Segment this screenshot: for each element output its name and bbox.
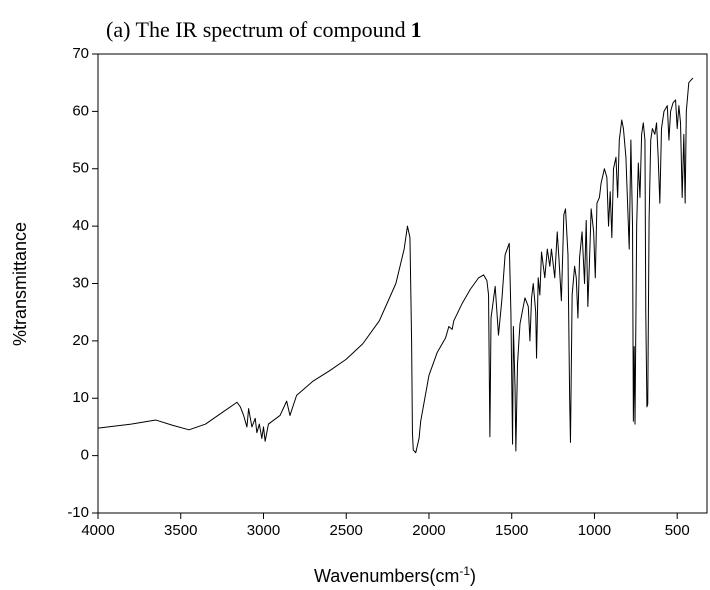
x-label-end: ) xyxy=(470,566,476,586)
x-tick-label: 4000 xyxy=(81,522,114,539)
x-tick-label: 500 xyxy=(665,522,690,539)
x-axis-label: Wavenumbers(cm-1) xyxy=(314,564,476,586)
y-tick-label: 10 xyxy=(72,389,89,406)
y-tick-label: 20 xyxy=(72,332,89,349)
x-tick-label: 1500 xyxy=(495,522,528,539)
x-tick-label: 3500 xyxy=(164,522,197,539)
x-tick-label: 2500 xyxy=(330,522,363,539)
x-tick-label: 1000 xyxy=(578,522,611,539)
y-tick-label: 0 xyxy=(81,447,89,464)
y-axis-label: %transmittance xyxy=(10,222,30,346)
chart-title: (a) The IR spectrum of compound 1 xyxy=(106,17,422,42)
y-tick-label: 70 xyxy=(72,45,89,62)
y-tick-label: 60 xyxy=(72,102,89,119)
title-text: (a) The IR spectrum of compound xyxy=(106,17,406,42)
title-compound: 1 xyxy=(411,17,422,42)
x-label-sup: -1 xyxy=(459,564,470,578)
y-tick-label: 30 xyxy=(72,274,89,291)
x-label-text: Wavenumbers(cm xyxy=(314,566,459,586)
y-tick-label: 40 xyxy=(72,217,89,234)
y-tick-label: -10 xyxy=(67,504,89,521)
spectrum-line xyxy=(97,77,694,454)
y-tick-label: 50 xyxy=(72,160,89,177)
plot-frame xyxy=(97,53,708,514)
x-tick-label: 3000 xyxy=(247,522,280,539)
x-tick-label: 2000 xyxy=(412,522,445,539)
